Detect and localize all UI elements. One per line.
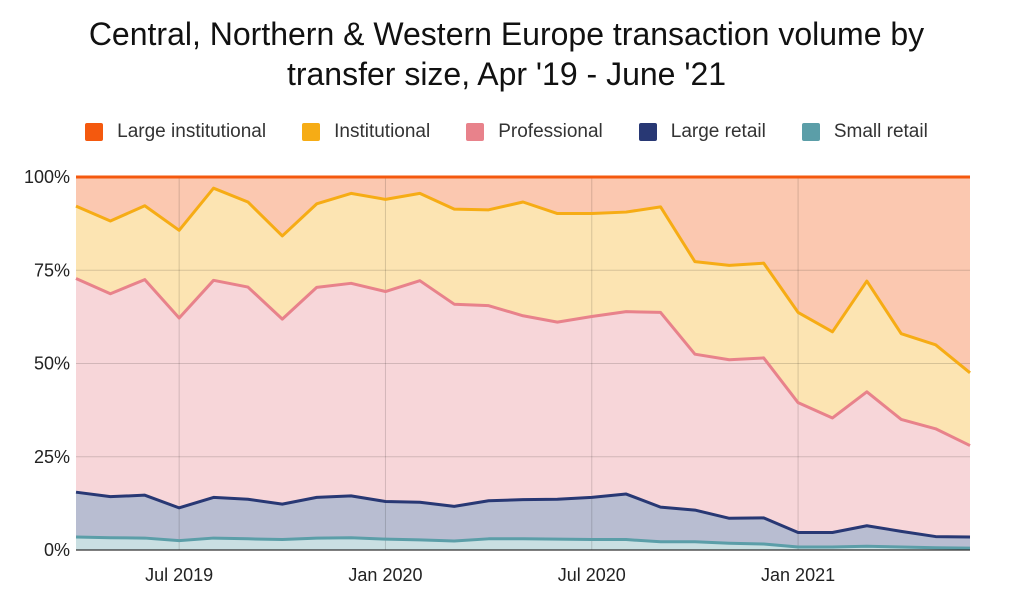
chart-title-line-1: Central, Northern & Western Europe trans… (88, 16, 925, 52)
y-tick-label: 25% (34, 447, 70, 467)
y-tick-label: 50% (34, 354, 70, 374)
legend-label: Institutional (334, 121, 431, 142)
legend-item-professional: Professional (466, 121, 603, 143)
area-large-retail (76, 492, 970, 549)
y-tick-label: 100% (24, 167, 70, 187)
legend-item-institutional: Institutional (302, 121, 430, 143)
chart-title-line-2: transfer size, Apr '19 - June '21 (286, 56, 727, 92)
legend-item-small-retail: Small retail (801, 121, 928, 143)
legend-swatch (801, 123, 820, 141)
legend-swatch (466, 123, 485, 141)
x-tick-label: Jul 2019 (145, 565, 213, 585)
y-tick-label: 75% (34, 260, 70, 280)
legend-swatch (85, 123, 104, 141)
x-tick-label: Jan 2020 (348, 565, 422, 585)
series-line-small-retail (75, 535, 971, 550)
legend-label: Large institutional (117, 121, 267, 142)
series-line-institutional (75, 186, 971, 374)
legend-item-large-institutional: Large institutional (85, 121, 266, 143)
legend-swatch (302, 123, 321, 141)
area-large-institutional (76, 177, 970, 373)
legend-label: Large retail (670, 121, 766, 142)
series-line-large-retail (75, 490, 971, 539)
area-professional (76, 278, 970, 537)
chart-legend: Large institutional Institutional Professi… (0, 118, 1013, 146)
legend-swatch (638, 123, 657, 141)
legend-label: Professional (498, 121, 603, 142)
x-tick-label: Jan 2021 (761, 565, 835, 585)
chart-title: Central, Northern & Western Europe trans… (0, 14, 1013, 94)
legend-label: Small retail (833, 121, 928, 142)
y-tick-label: 0% (44, 540, 70, 560)
x-tick-label: Jul 2020 (558, 565, 626, 585)
series-line-professional (75, 277, 971, 447)
legend-item-large-retail: Large retail (638, 121, 766, 143)
area-institutional (76, 188, 970, 446)
